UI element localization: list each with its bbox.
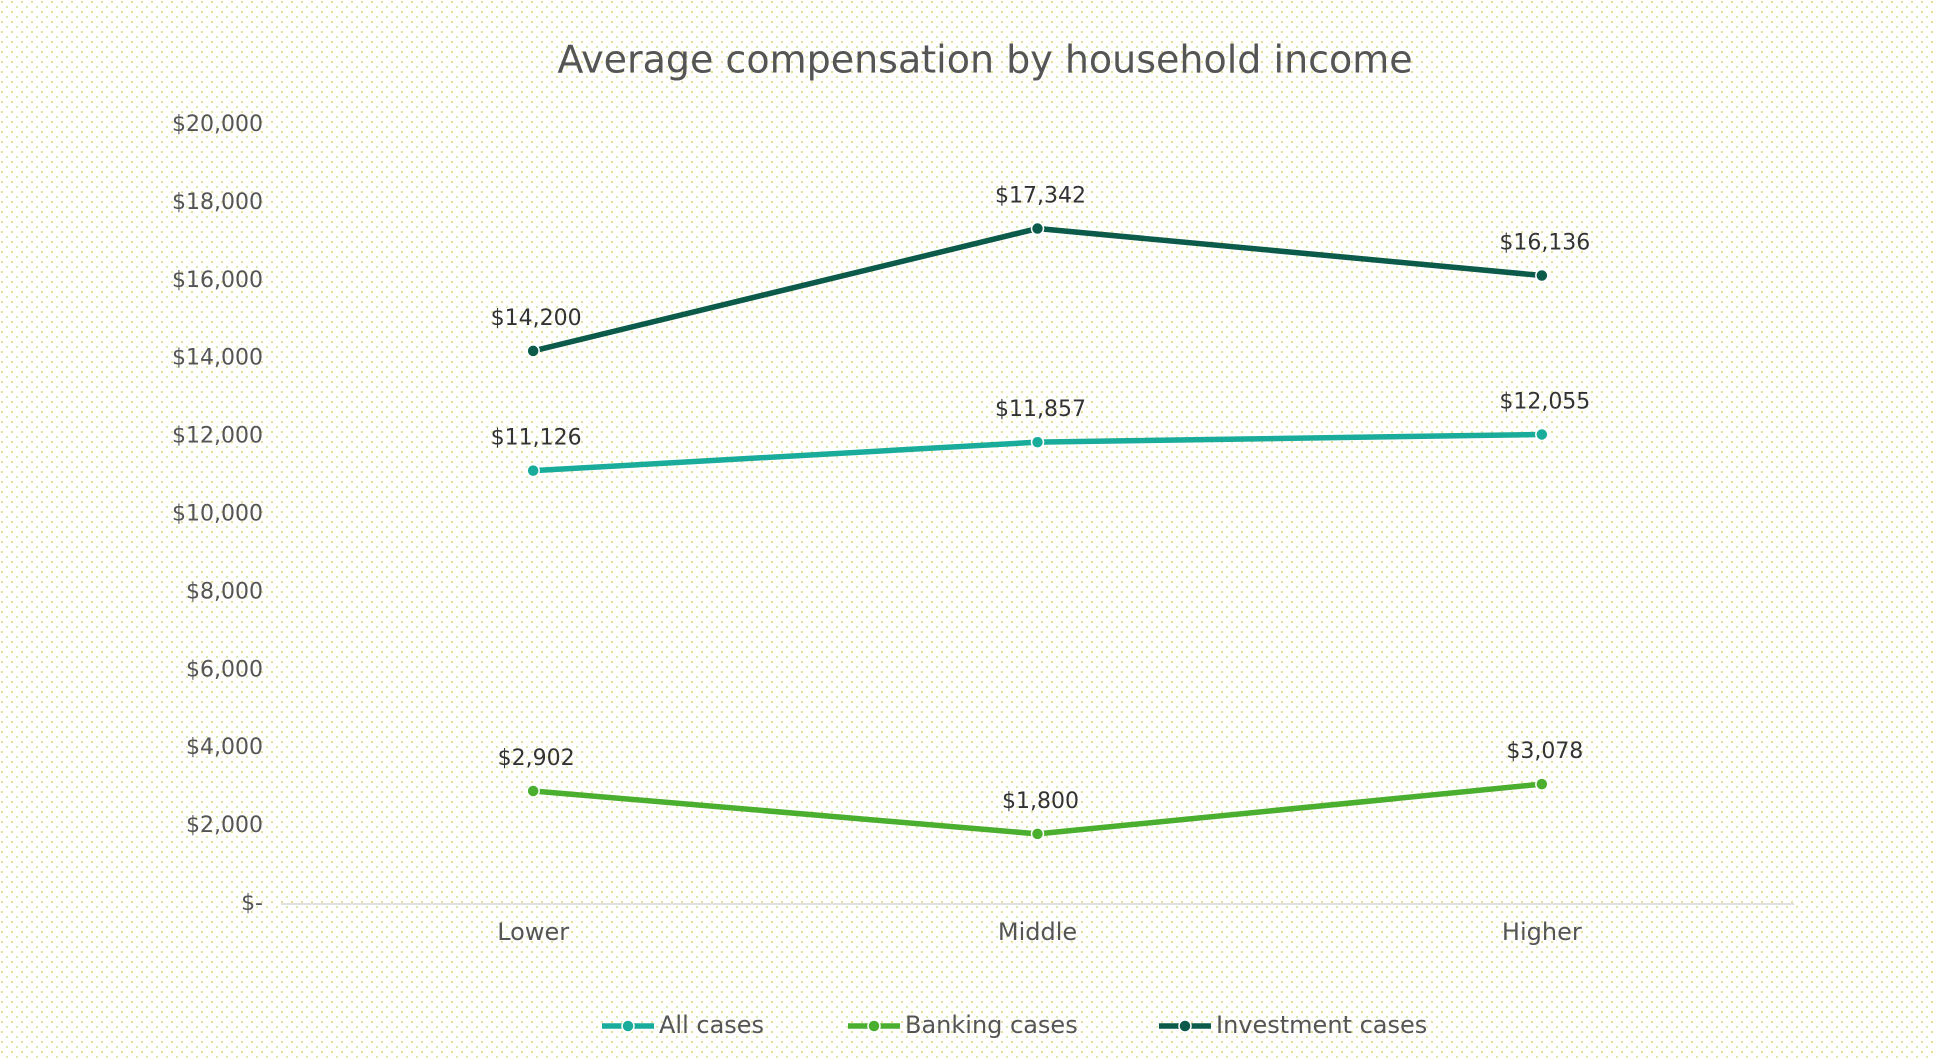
legend-label: Banking cases	[905, 1011, 1078, 1039]
data-label: $3,078	[1506, 739, 1583, 764]
data-label: $11,857	[995, 397, 1086, 422]
x-tick-label: Middle	[998, 918, 1077, 946]
legend-marker	[1178, 1019, 1192, 1033]
data-point	[1535, 427, 1549, 442]
x-tick-label: Higher	[1502, 918, 1582, 946]
y-tick-label: $-	[241, 891, 263, 916]
y-tick-label: $4,000	[186, 735, 263, 760]
data-point	[1030, 827, 1045, 841]
data-point	[526, 463, 540, 478]
data-label: $1,800	[1002, 789, 1079, 814]
data-point	[1030, 435, 1045, 449]
data-label: $2,902	[498, 746, 575, 771]
y-tick-label: $12,000	[172, 424, 263, 449]
data-label: $16,136	[1499, 231, 1590, 256]
legend-marker	[621, 1019, 635, 1033]
y-tick-label: $8,000	[186, 579, 263, 604]
data-label: $11,126	[491, 426, 582, 451]
legend-label: All cases	[659, 1011, 764, 1039]
x-tick-label: Lower	[497, 918, 569, 946]
data-point	[526, 344, 540, 358]
y-tick-label: $10,000	[172, 502, 263, 527]
y-tick-label: $2,000	[186, 813, 263, 838]
data-label: $12,055	[1499, 389, 1590, 414]
y-tick-label: $14,000	[172, 346, 263, 371]
data-label: $14,200	[491, 306, 582, 331]
data-label: $17,342	[995, 184, 1086, 209]
y-tick-label: $18,000	[172, 190, 263, 215]
data-point	[1535, 268, 1549, 283]
legend-label: Investment cases	[1216, 1011, 1427, 1039]
y-tick-label: $16,000	[172, 268, 263, 293]
data-point	[526, 784, 540, 798]
data-point	[1535, 777, 1549, 791]
legend-marker	[867, 1019, 881, 1033]
y-tick-label: $20,000	[172, 112, 263, 137]
y-tick-label: $6,000	[186, 657, 263, 682]
data-point	[1030, 221, 1045, 236]
chart-title: Average compensation by household income	[557, 38, 1412, 82]
